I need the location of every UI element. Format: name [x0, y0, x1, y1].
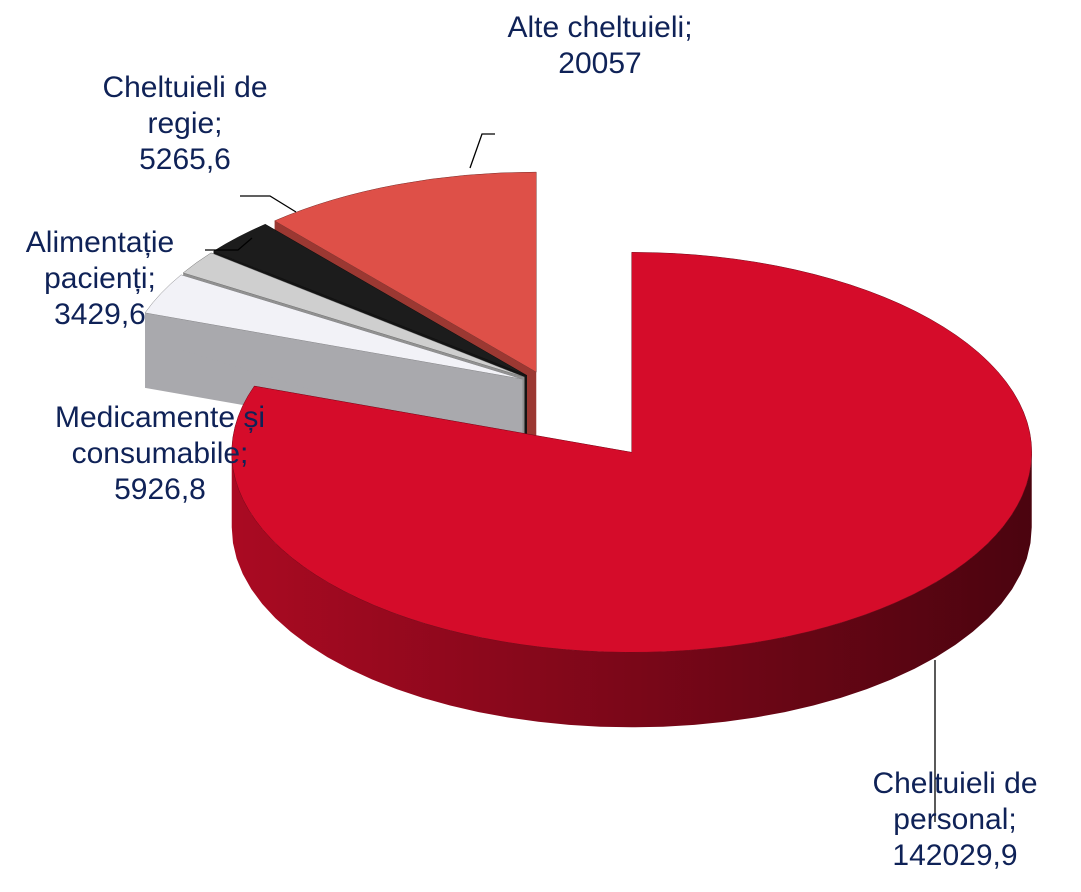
data-label: Medicamente și consumabile; 5926,8: [45, 400, 275, 508]
leader-line: [240, 195, 297, 213]
leader-lines: [205, 133, 936, 822]
slice: [182, 252, 525, 378]
slice: [231, 252, 1032, 653]
data-label: Cheltuieli de personal; 142029,9: [820, 766, 1081, 874]
leader-line: [205, 237, 253, 251]
slice: [274, 171, 537, 373]
label-value: 3429,6: [54, 298, 146, 331]
slice-side: [231, 452, 1032, 728]
label-category: Cheltuieli de personal;: [872, 767, 1038, 836]
label-category: Alimentație pacienți;: [25, 226, 175, 295]
slices: [144, 171, 1032, 728]
data-label: Alimentație pacienți; 3429,6: [0, 225, 200, 333]
slice: [144, 274, 523, 380]
slice: [212, 223, 528, 376]
label-category: Medicamente și consumabile;: [54, 401, 266, 470]
data-label: Alte cheltuieli; 20057: [445, 10, 755, 82]
label-value: 5265,6: [139, 143, 231, 176]
leader-line: [469, 133, 495, 169]
label-category: Cheltuieli de regie;: [102, 71, 268, 140]
label-category: Alte cheltuieli;: [507, 11, 693, 44]
label-value: 20057: [558, 47, 642, 80]
data-label: Cheltuieli de regie; 5265,6: [100, 70, 270, 178]
label-value: 5926,8: [114, 473, 206, 506]
label-value: 142029,9: [892, 839, 1018, 872]
